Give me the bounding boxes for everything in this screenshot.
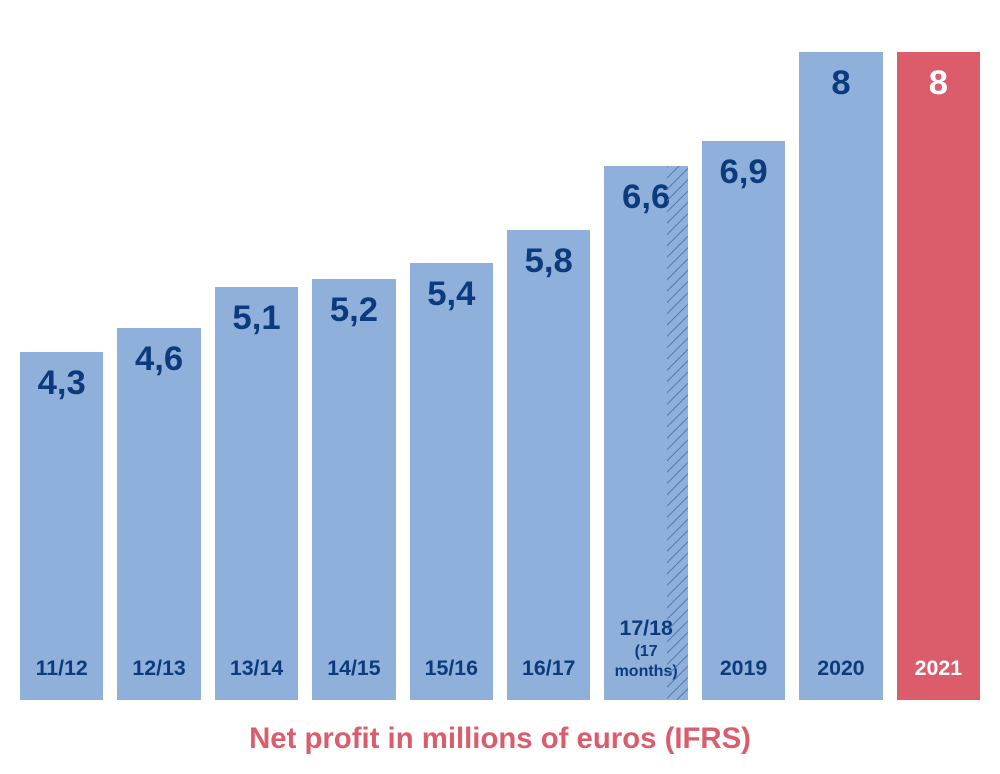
bar: 6,6 17/18(17 months) [604, 166, 687, 700]
bar-slot: 5,2 14/15 [312, 20, 395, 700]
bar-x-label: 2019 [720, 655, 767, 700]
bar-x-label-main: 2021 [915, 655, 962, 682]
bar-x-label: 14/15 [327, 655, 380, 700]
bar-x-label: 15/16 [425, 655, 478, 700]
bar-x-label: 2020 [817, 655, 864, 700]
bar: 5,8 16/17 [507, 230, 590, 700]
bar: 5,4 15/16 [410, 263, 493, 700]
bar-x-label-main: 17/18 [604, 615, 687, 642]
bar-slot: 4,6 12/13 [117, 20, 200, 700]
bar-slot: 6,6 17/18(17 months) [604, 20, 687, 700]
bar-value-label: 8 [831, 52, 850, 101]
chart-caption: Net profit in millions of euros (IFRS) [0, 722, 1000, 756]
bar-x-label-main: 11/12 [36, 655, 88, 682]
bar-slot: 8 2020 [799, 20, 882, 700]
bar-x-label-main: 2019 [720, 655, 767, 682]
bar-x-label-main: 16/17 [522, 655, 575, 682]
bar: 5,1 13/14 [215, 287, 298, 700]
bar-x-label-main: 14/15 [327, 655, 380, 682]
bar-value-label: 6,6 [622, 166, 670, 215]
bar-x-label: 12/13 [132, 655, 185, 700]
bar-value-label: 4,3 [38, 352, 86, 401]
bar-slot: 6,9 2019 [702, 20, 785, 700]
bar-x-label-main: 2020 [817, 655, 864, 682]
bar-value-label: 5,4 [427, 263, 475, 312]
bar-slot: 5,1 13/14 [215, 20, 298, 700]
bar-x-label: 11/12 [36, 655, 88, 700]
bar-x-label-sub: (17 months) [604, 642, 687, 682]
plot-area: 4,3 11/12 4,6 12/13 5,1 13/14 5,2 14/15 5,4 15/16… [20, 20, 980, 700]
bar: 8 2021 [897, 52, 980, 700]
bar-value-label: 8 [929, 52, 948, 101]
bar-x-label: 17/18(17 months) [604, 615, 687, 700]
bar: 8 2020 [799, 52, 882, 700]
bar: 6,9 2019 [702, 141, 785, 700]
bar: 5,2 14/15 [312, 279, 395, 700]
bar: 4,6 12/13 [117, 328, 200, 700]
bar: 4,3 11/12 [20, 352, 103, 700]
bar-value-label: 5,1 [232, 287, 280, 336]
bar-x-label-main: 13/14 [230, 655, 283, 682]
bar-slot: 8 2021 [897, 20, 980, 700]
bar-x-label-main: 12/13 [132, 655, 185, 682]
net-profit-chart: 4,3 11/12 4,6 12/13 5,1 13/14 5,2 14/15 5,4 15/16… [0, 0, 1000, 774]
bar-slot: 5,8 16/17 [507, 20, 590, 700]
bar-value-label: 5,2 [330, 279, 378, 328]
bar-value-label: 6,9 [719, 141, 767, 190]
bar-x-label-main: 15/16 [425, 655, 478, 682]
bar-x-label: 16/17 [522, 655, 575, 700]
bar-x-label: 13/14 [230, 655, 283, 700]
bar-slot: 5,4 15/16 [410, 20, 493, 700]
bar-slot: 4,3 11/12 [20, 20, 103, 700]
bar-value-label: 4,6 [135, 328, 183, 377]
bar-value-label: 5,8 [525, 230, 573, 279]
bar-x-label: 2021 [915, 655, 962, 700]
